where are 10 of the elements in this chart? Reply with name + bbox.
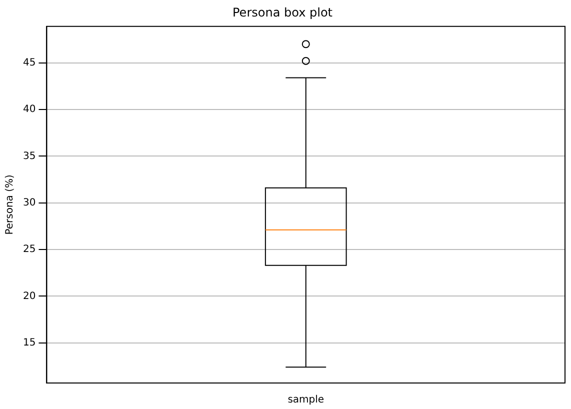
chart-title: Persona box plot: [232, 5, 333, 20]
y-tick-label: 15: [22, 337, 36, 348]
y-tick-label: 25: [22, 244, 36, 256]
y-tick-label: 30: [22, 197, 36, 208]
y-axis-title: Persona (%): [4, 174, 16, 235]
x-tick-label: sample: [288, 394, 324, 406]
y-tick-label: 40: [22, 104, 36, 116]
y-tick-label: 35: [22, 150, 36, 162]
y-tick-label: 45: [22, 57, 36, 68]
y-tick-label: 20: [22, 290, 36, 302]
